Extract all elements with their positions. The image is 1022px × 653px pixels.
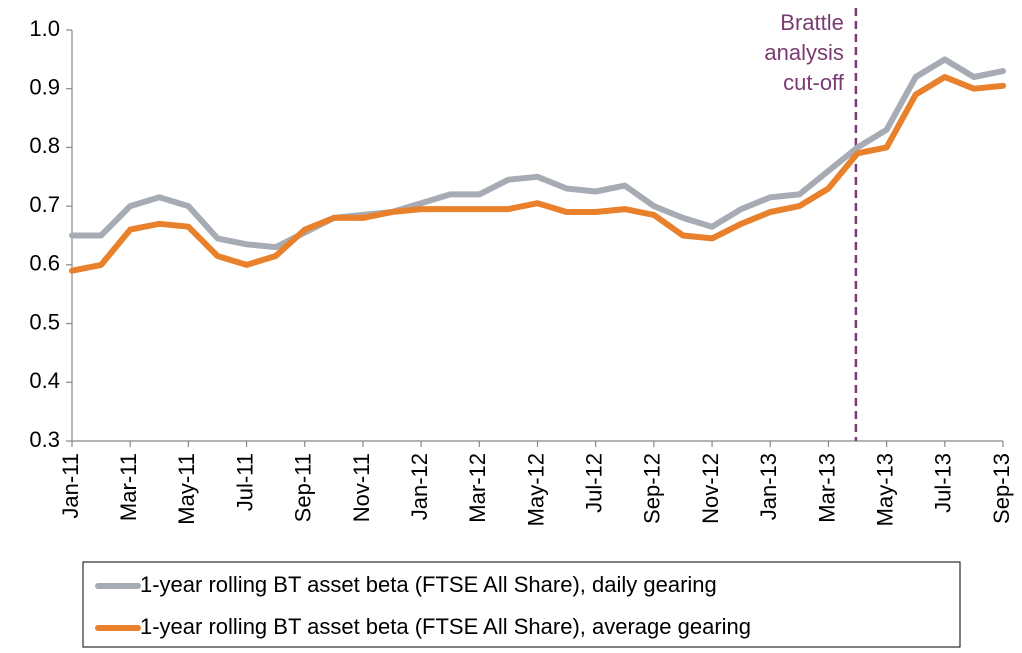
annotation: analysis	[764, 40, 843, 65]
legend-label: 1-year rolling BT asset beta (FTSE All S…	[140, 572, 717, 597]
legend-box	[82, 561, 961, 648]
series-line	[69, 74, 1006, 274]
series-line	[69, 56, 1006, 251]
x-tick-label: Mar-13	[814, 453, 839, 523]
annotation: Brattle	[780, 10, 844, 35]
x-tick-label: Jan-13	[756, 453, 781, 520]
x-tick-label: Mar-11	[116, 453, 141, 521]
y-tick-label: 1.0	[29, 16, 60, 41]
x-tick-label: Sep-12	[640, 453, 665, 524]
x-tick-label: Jan-11	[58, 453, 83, 519]
x-tick-label: Jan-12	[407, 453, 432, 520]
y-tick-label: 0.9	[29, 75, 60, 100]
x-tick-label: Jul-11	[232, 453, 257, 511]
legend-label: 1-year rolling BT asset beta (FTSE All S…	[140, 614, 751, 639]
y-tick-label: 0.8	[29, 133, 60, 158]
y-tick-label: 0.7	[29, 192, 60, 217]
x-tick-label: Mar-12	[465, 453, 490, 523]
y-tick-label: 0.5	[29, 309, 60, 334]
x-tick-label: May-11	[174, 453, 199, 525]
y-tick-label: 0.6	[29, 251, 60, 276]
y-tick-label: 0.4	[29, 368, 60, 393]
x-tick-label: Nov-12	[698, 453, 723, 524]
x-tick-label: Jul-12	[582, 453, 607, 513]
x-tick-label: Nov-11	[349, 453, 374, 522]
x-tick-label: May-13	[872, 453, 897, 526]
annotation: cut-off	[783, 70, 845, 95]
y-tick-label: 0.3	[29, 427, 60, 452]
x-tick-label: Sep-11	[291, 453, 316, 522]
x-tick-label: Sep-13	[989, 453, 1014, 524]
x-tick-label: Jul-13	[931, 453, 956, 513]
x-tick-label: May-12	[523, 453, 548, 526]
